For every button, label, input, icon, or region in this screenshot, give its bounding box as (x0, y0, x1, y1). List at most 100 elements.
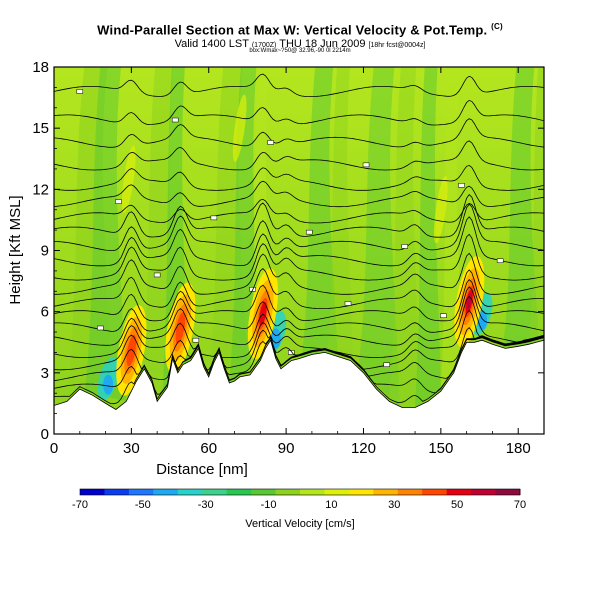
isentrope-line (54, 193, 544, 238)
x-axis-label: Distance [nm] (156, 461, 248, 478)
x-tick-label: 0 (50, 440, 58, 457)
velocity-field (66, 67, 544, 409)
isentrope-line (54, 336, 544, 405)
plot-area (54, 67, 544, 434)
colorbar-swatch (177, 489, 203, 495)
colorbar-swatch (373, 489, 399, 495)
isentrope-label (267, 140, 274, 145)
colorbar-swatch (471, 489, 497, 495)
isentrope-label (97, 325, 104, 331)
isentropes (54, 73, 544, 405)
x-tick-label: 120 (351, 440, 376, 457)
colorbar-tick-label: 10 (325, 499, 337, 511)
isentrope-line (54, 118, 544, 148)
velocity-band (358, 67, 400, 407)
y-tick-label: 18 (32, 59, 49, 76)
isentrope-label (153, 272, 161, 278)
updraft-core (126, 334, 137, 367)
isentrope-line (54, 252, 544, 295)
valid-time: Valid 1400 LST (1700Z) THU 18 Jun 2009 [… (174, 38, 426, 50)
isentrope-label (440, 313, 447, 318)
isentrope-line (54, 216, 544, 267)
velocity-band (327, 67, 354, 364)
isentrope-line (54, 180, 544, 208)
isentrope-label (344, 301, 352, 306)
isentrope-label (192, 337, 200, 343)
velocity-band (389, 67, 421, 406)
velocity-band (502, 67, 539, 348)
isentrope-label (362, 162, 370, 168)
colorbar-swatch (226, 489, 252, 495)
colorbar-swatch (422, 489, 448, 495)
isentrope-label (210, 215, 218, 221)
colorbar-swatch (275, 489, 301, 495)
copyright-mark: (C) (491, 22, 503, 31)
colorbar-tick-label: -10 (261, 499, 277, 511)
isentrope-line (54, 286, 544, 333)
updraft-streak (121, 145, 136, 213)
isentrope-line (54, 99, 544, 126)
colorbar-tick-label: 30 (388, 499, 400, 511)
colorbar-tick-label: -30 (198, 499, 214, 511)
velocity-band (301, 67, 338, 358)
isentrope-line (54, 73, 544, 98)
y-tick-label: 3 (41, 365, 49, 382)
isentrope-line (54, 140, 544, 171)
colorbar-swatch (202, 489, 228, 495)
isentrope-line (54, 295, 544, 346)
x-tick-label: 90 (278, 440, 295, 457)
terrain-mask (54, 339, 544, 434)
y-tick-label: 15 (32, 120, 49, 137)
isentrope-line (54, 309, 544, 358)
colorbar-tick-label: 50 (451, 499, 463, 511)
isentrope-label (458, 183, 465, 188)
isentrope-line (54, 326, 544, 371)
colorbar-tick-label: 70 (514, 499, 526, 511)
colorbar-label: Vertical Velocity [cm/s] (245, 518, 354, 530)
colorbar-swatch (104, 489, 130, 495)
colorbar: -70 -50 -30 -10 10 30 50 70 (72, 488, 526, 511)
colorbar-swatch (300, 489, 325, 495)
isentrope-label (401, 244, 408, 249)
updraft-core (175, 312, 186, 344)
x-tick-label: 30 (123, 440, 140, 457)
isentrope-label (496, 258, 504, 263)
isentrope-line (54, 233, 544, 281)
axes: 0 30 60 90 120 150 180 0 3 6 9 12 15 18 (32, 59, 545, 457)
colorbar-swatch (153, 489, 179, 495)
isentrope-line (54, 164, 544, 191)
section-location: box:Wmax~?50@ 32.96,-90 0l 2214m (249, 48, 351, 54)
chart-title: Wind-Parallel Section at Max W: Vertical… (97, 22, 503, 38)
isentrope-line (54, 268, 544, 310)
updraft-streak (433, 176, 448, 244)
isentrope-label (171, 117, 179, 123)
updraft-streak (232, 94, 247, 162)
isentrope-label (288, 350, 295, 355)
isentrope-line (54, 203, 544, 252)
velocity-band (528, 67, 544, 345)
colorbar-swatch (251, 489, 277, 495)
y-tick-label: 6 (41, 304, 49, 321)
isentrope-label (383, 362, 390, 367)
y-tick-label: 9 (41, 243, 49, 260)
velocity-band (415, 67, 441, 408)
isentrope-label (115, 199, 122, 204)
colorbar-swatch (397, 489, 423, 495)
colorbar-tick-label: -50 (135, 499, 151, 511)
colorbar-swatch (348, 489, 374, 495)
isentrope-label (76, 89, 84, 94)
downdraft-peak (103, 374, 114, 395)
y-axis-label: Height [Kft MSL] (7, 195, 24, 304)
velocity-band (84, 67, 127, 402)
colorbar-swatch (80, 489, 105, 495)
colorbar-swatch (128, 489, 154, 495)
x-tick-label: 60 (200, 440, 217, 457)
colorbar-swatch (324, 489, 350, 495)
colorbar-tick-label: -70 (72, 499, 88, 511)
isentrope-label (306, 229, 313, 235)
colorbar-swatch (495, 489, 521, 495)
isentrope-line (54, 278, 544, 322)
x-tick-label: 150 (428, 440, 453, 457)
x-tick-label: 180 (506, 440, 531, 457)
